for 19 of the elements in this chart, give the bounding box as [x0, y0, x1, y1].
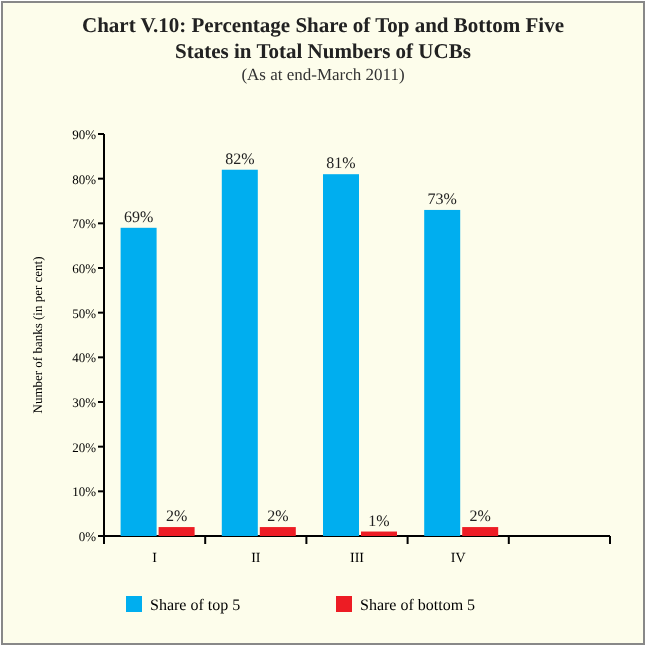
bar [323, 174, 359, 536]
bar [462, 527, 499, 536]
bar [221, 169, 258, 536]
bar [259, 527, 296, 536]
bar [424, 209, 461, 536]
legend-label: Share of top 5 [150, 596, 241, 614]
data-label: 1% [368, 511, 391, 530]
data-label: 73% [427, 189, 458, 208]
chart-title: Chart V.10: Percentage Share of Top and Bottom Five States in Total Numbers of UCBs [81, 16, 565, 64]
data-label: 2% [469, 507, 492, 526]
data-label: 82% [225, 149, 256, 168]
bar [120, 227, 157, 536]
legend-label: Share of bottom 5 [360, 596, 476, 614]
data-label: 2% [267, 507, 290, 526]
bar [158, 527, 195, 536]
data-label: 69% [123, 207, 154, 226]
chart-subtitle: (As at end-March 2011) [241, 64, 405, 84]
data-label: 2% [165, 507, 188, 526]
data-label: 81% [326, 154, 357, 173]
